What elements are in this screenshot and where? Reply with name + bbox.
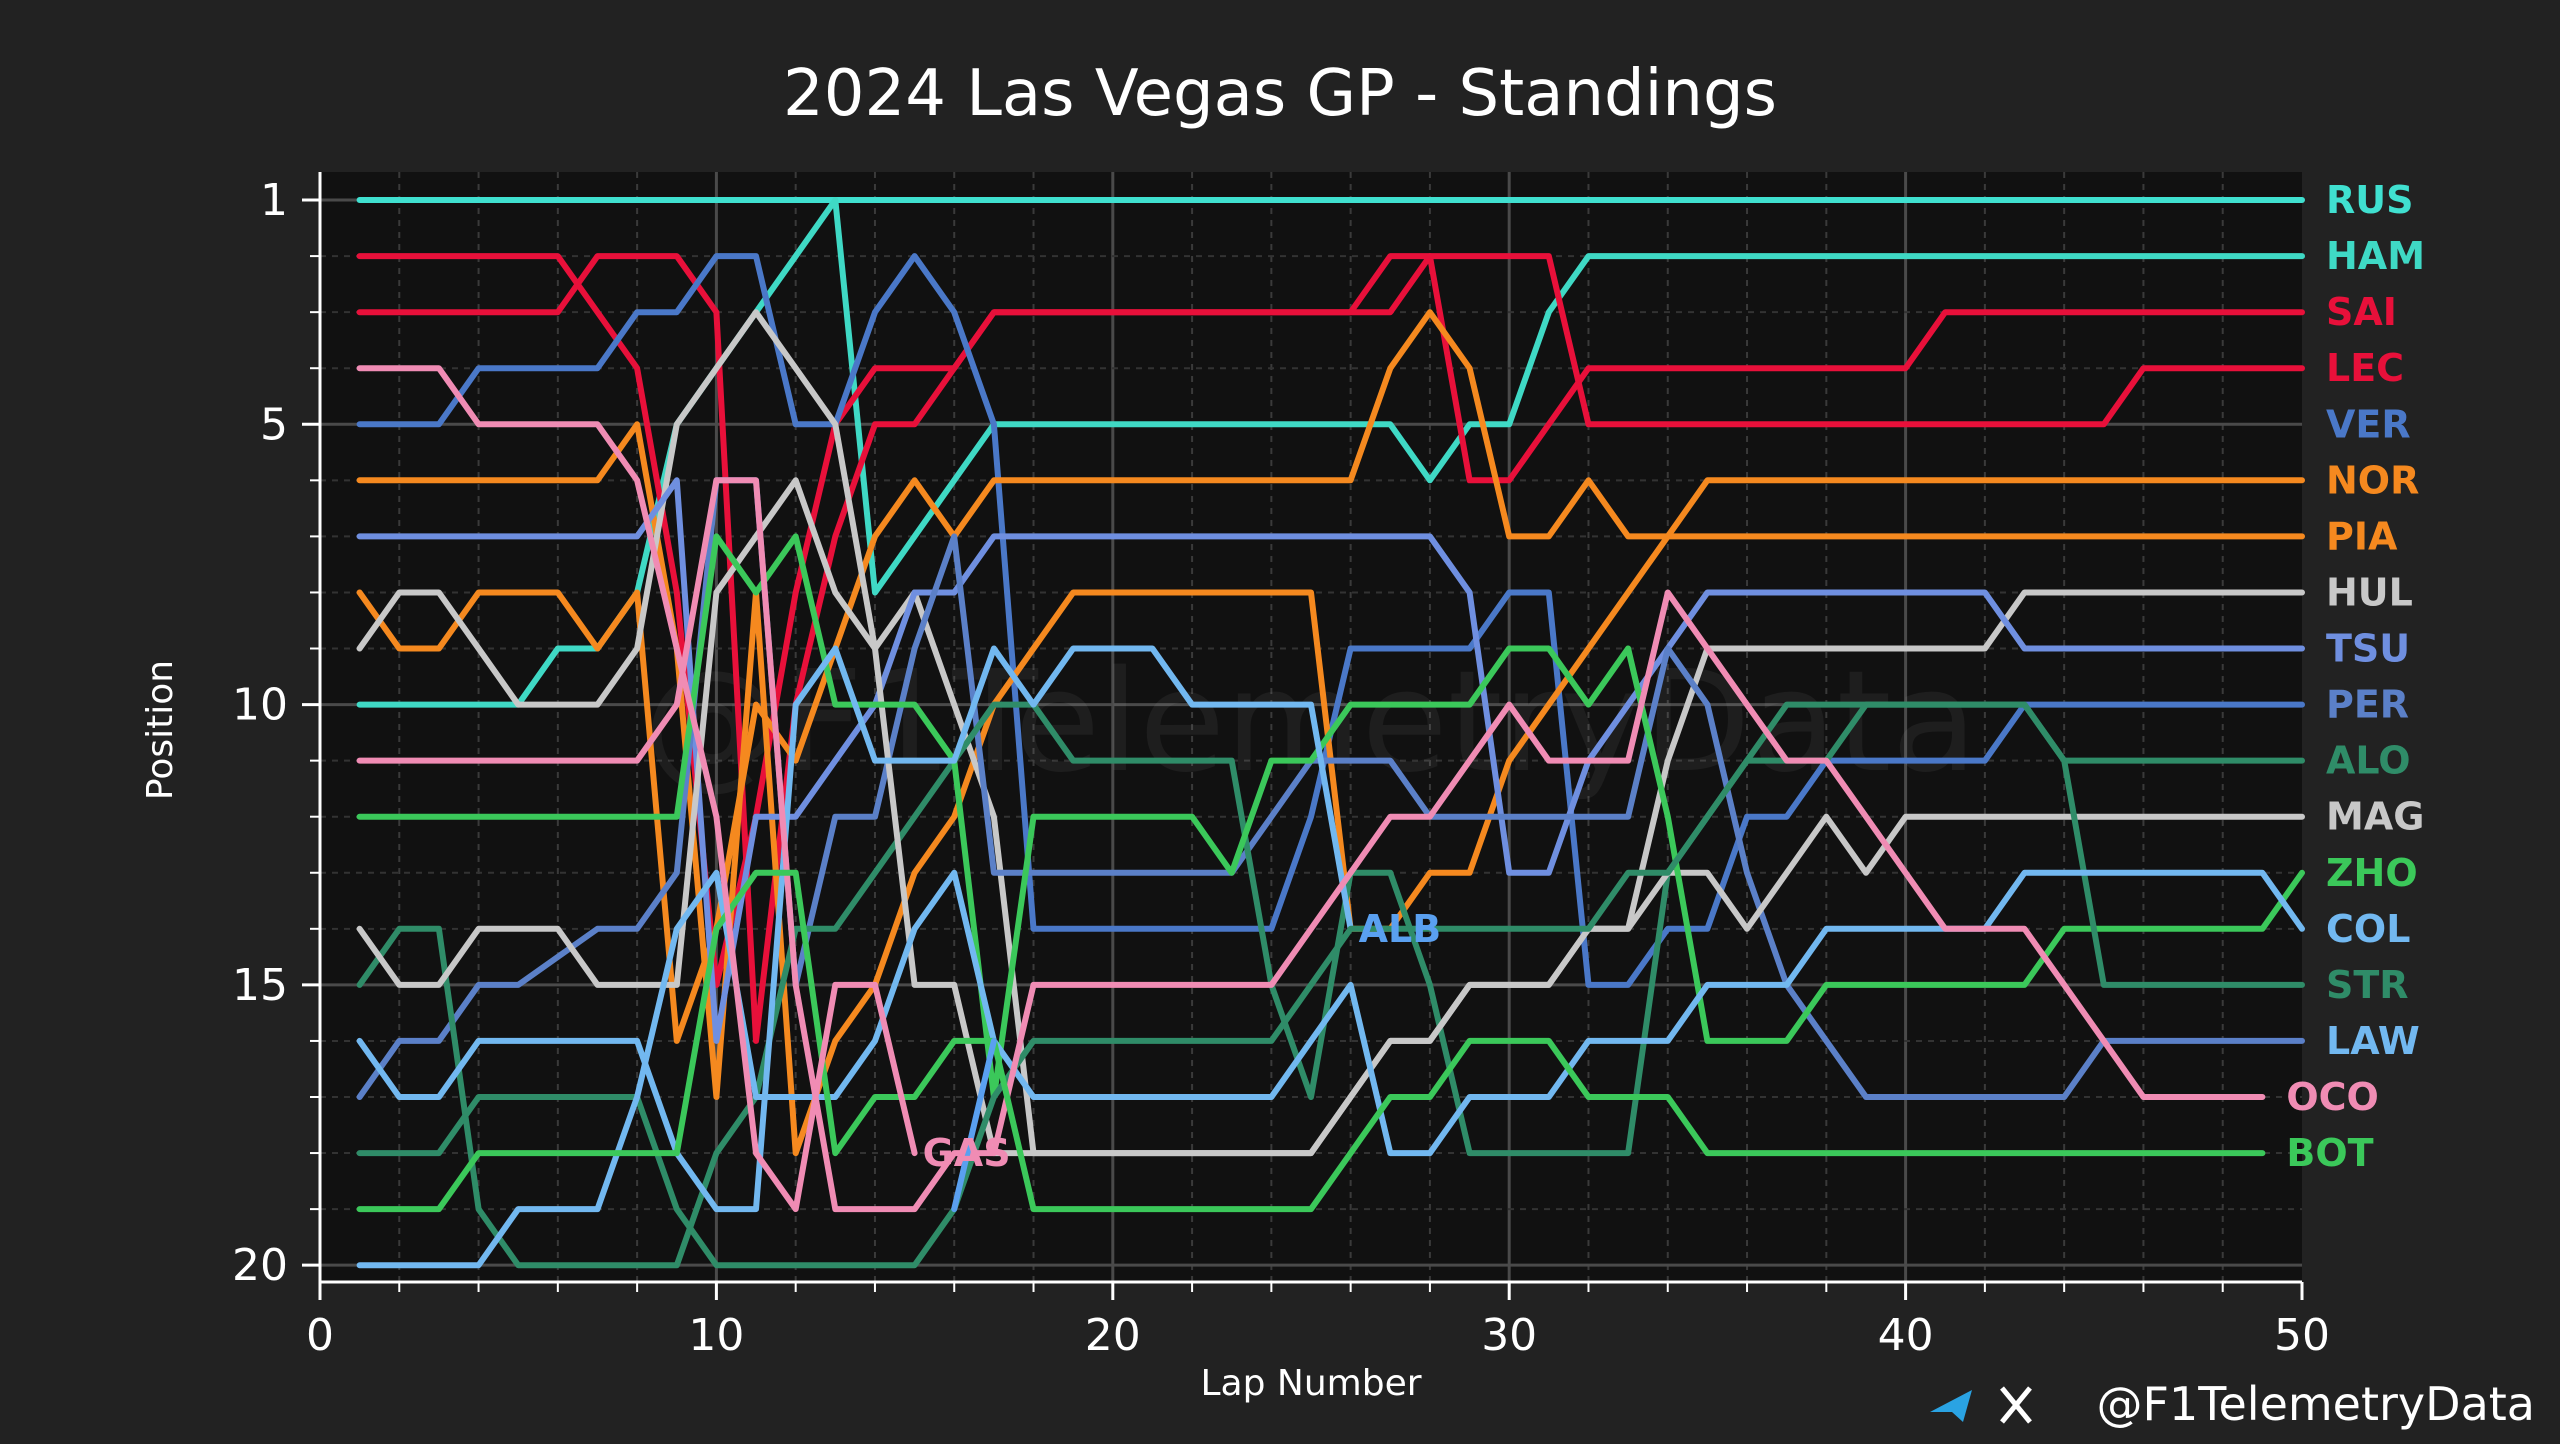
driver-label-rus: RUS [2326, 178, 2414, 222]
series-line-oco [356, 477, 2266, 1213]
y-tick-label: 1 [260, 175, 288, 226]
y-tick-label: 5 [260, 399, 288, 450]
series-line-sai [356, 253, 2305, 1044]
series-line-mag [356, 477, 2305, 1157]
series-line-law [356, 869, 2305, 1269]
x-tick-label: 40 [1878, 1310, 1934, 1361]
x-tick-label: 50 [2274, 1310, 2330, 1361]
y-tick-label: 20 [232, 1240, 288, 1291]
driver-label-sai: SAI [2326, 290, 2397, 334]
series-line-alb [951, 1037, 997, 1213]
driver-labels: RUS HAM SAI LEC VER NOR PIA HUL TSU PER ALO MAG ZHO C… [923, 178, 2425, 1175]
series-line-hul [356, 309, 2305, 1157]
series-line-per [356, 477, 2305, 1100]
driver-label-ham: HAM [2326, 234, 2425, 278]
series-line-col [356, 645, 1354, 1213]
x-icon[interactable] [2000, 1386, 2032, 1424]
x-tick-label: 20 [1085, 1310, 1141, 1361]
x-tick-label: 10 [688, 1310, 744, 1361]
series-line-zho [356, 533, 2305, 1100]
driver-label-hul: HUL [2326, 570, 2413, 614]
y-tick-label: 15 [232, 960, 288, 1011]
x-tick-label: 30 [1481, 1310, 1537, 1361]
driver-label-alo: ALO [2326, 739, 2411, 783]
driver-label-alb: ALB [1359, 907, 1442, 951]
driver-label-pia: PIA [2326, 514, 2398, 558]
driver-label-law: LAW [2326, 1019, 2420, 1063]
series-line-gas [356, 365, 918, 1213]
driver-label-bot: BOT [2286, 1131, 2373, 1175]
y-tick-label: 10 [232, 680, 288, 731]
driver-label-oco: OCO [2286, 1075, 2379, 1119]
driver-label-zho: ZHO [2326, 851, 2418, 895]
driver-label-str: STR [2326, 963, 2409, 1007]
series-line-pia [356, 309, 2305, 1044]
series-line-lec [356, 253, 2305, 988]
series-line-ver [356, 253, 2305, 988]
credit: @F1TelemetryData [1930, 1377, 2535, 1431]
y-axis-label: Position [140, 660, 181, 800]
x-axis-label: Lap Number [1200, 1363, 1421, 1404]
driver-label-nor: NOR [2326, 458, 2419, 502]
series-lines [356, 197, 2305, 1269]
series-line-bot [356, 869, 2266, 1213]
driver-label-mag: MAG [2326, 795, 2424, 839]
driver-label-tsu: TSU [2326, 627, 2410, 671]
chart-title: 2024 Las Vegas GP - Standings [783, 57, 1777, 131]
driver-label-per: PER [2326, 683, 2409, 727]
x-tick-label: 0 [306, 1310, 334, 1361]
driver-label-ver: VER [2326, 402, 2411, 446]
driver-label-gas: GAS [923, 1131, 1011, 1175]
credit-handle[interactable]: @F1TelemetryData [2096, 1377, 2535, 1431]
driver-label-lec: LEC [2326, 346, 2404, 390]
driver-label-col: COL [2326, 907, 2410, 951]
telegram-icon[interactable] [1930, 1390, 1972, 1422]
series-line-str [356, 701, 2305, 1269]
